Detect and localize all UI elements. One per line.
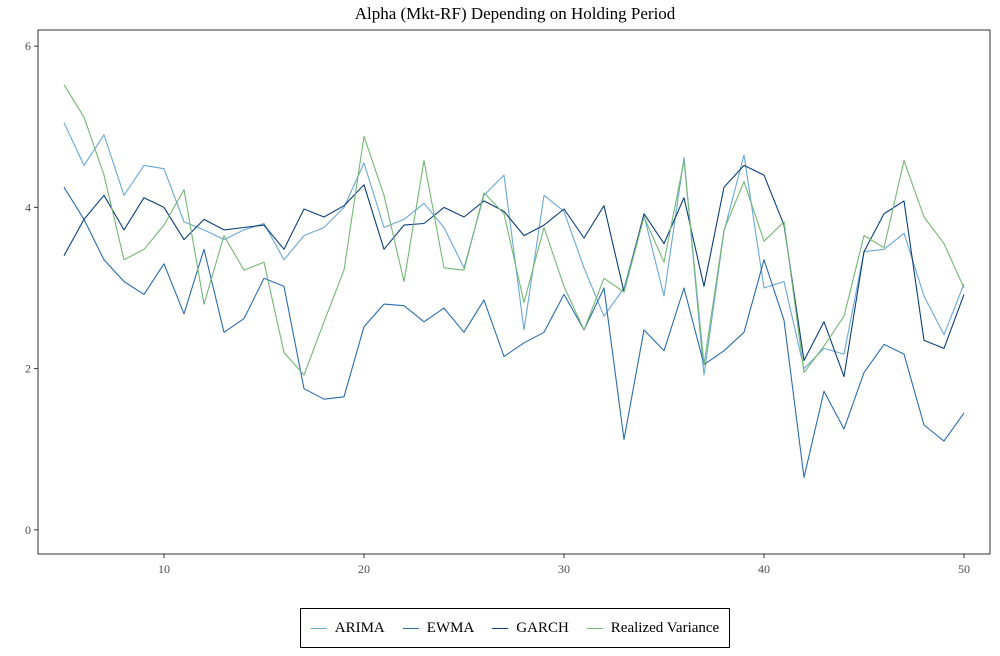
plot-panel [37, 29, 991, 555]
chart-title: Alpha (Mkt-RF) Depending on Holding Peri… [355, 4, 676, 23]
x-tick-label: 40 [758, 562, 770, 576]
series-layer [63, 84, 965, 478]
legend-swatch-realized-variance [586, 627, 603, 629]
legend-item-garch: GARCH [492, 620, 569, 637]
legend-label-ewma: EWMA [426, 619, 475, 636]
x-tick-label: 20 [358, 562, 370, 576]
legend: ARIMA EWMA GARCH Realized Variance [300, 608, 730, 648]
legend-label-garch: GARCH [516, 619, 569, 636]
series-line-garch [63, 164, 965, 378]
y-tick-label: 4 [25, 200, 31, 214]
x-axis: 10 20 30 40 50 [158, 554, 970, 576]
x-tick-label: 30 [558, 562, 570, 576]
legend-swatch-garch [492, 627, 509, 629]
y-axis: 0 2 4 6 [25, 39, 38, 537]
series-line-ewma [63, 186, 965, 478]
y-tick-label: 2 [25, 362, 31, 376]
legend-swatch-arima [310, 627, 327, 629]
y-tick-label: 0 [25, 523, 31, 537]
y-tick-label: 6 [25, 39, 31, 53]
legend-swatch-ewma [402, 627, 419, 629]
legend-item-ewma: EWMA [402, 619, 475, 637]
legend-item-realized-variance: Realized Variance [586, 619, 720, 637]
legend-label-arima: ARIMA [334, 619, 385, 636]
legend-label-realized-variance: Realized Variance [610, 619, 720, 636]
legend-item-arima: ARIMA [310, 619, 385, 637]
x-tick-label: 50 [958, 562, 970, 576]
x-tick-label: 10 [158, 562, 170, 576]
series-line-realized-variance [63, 84, 965, 376]
